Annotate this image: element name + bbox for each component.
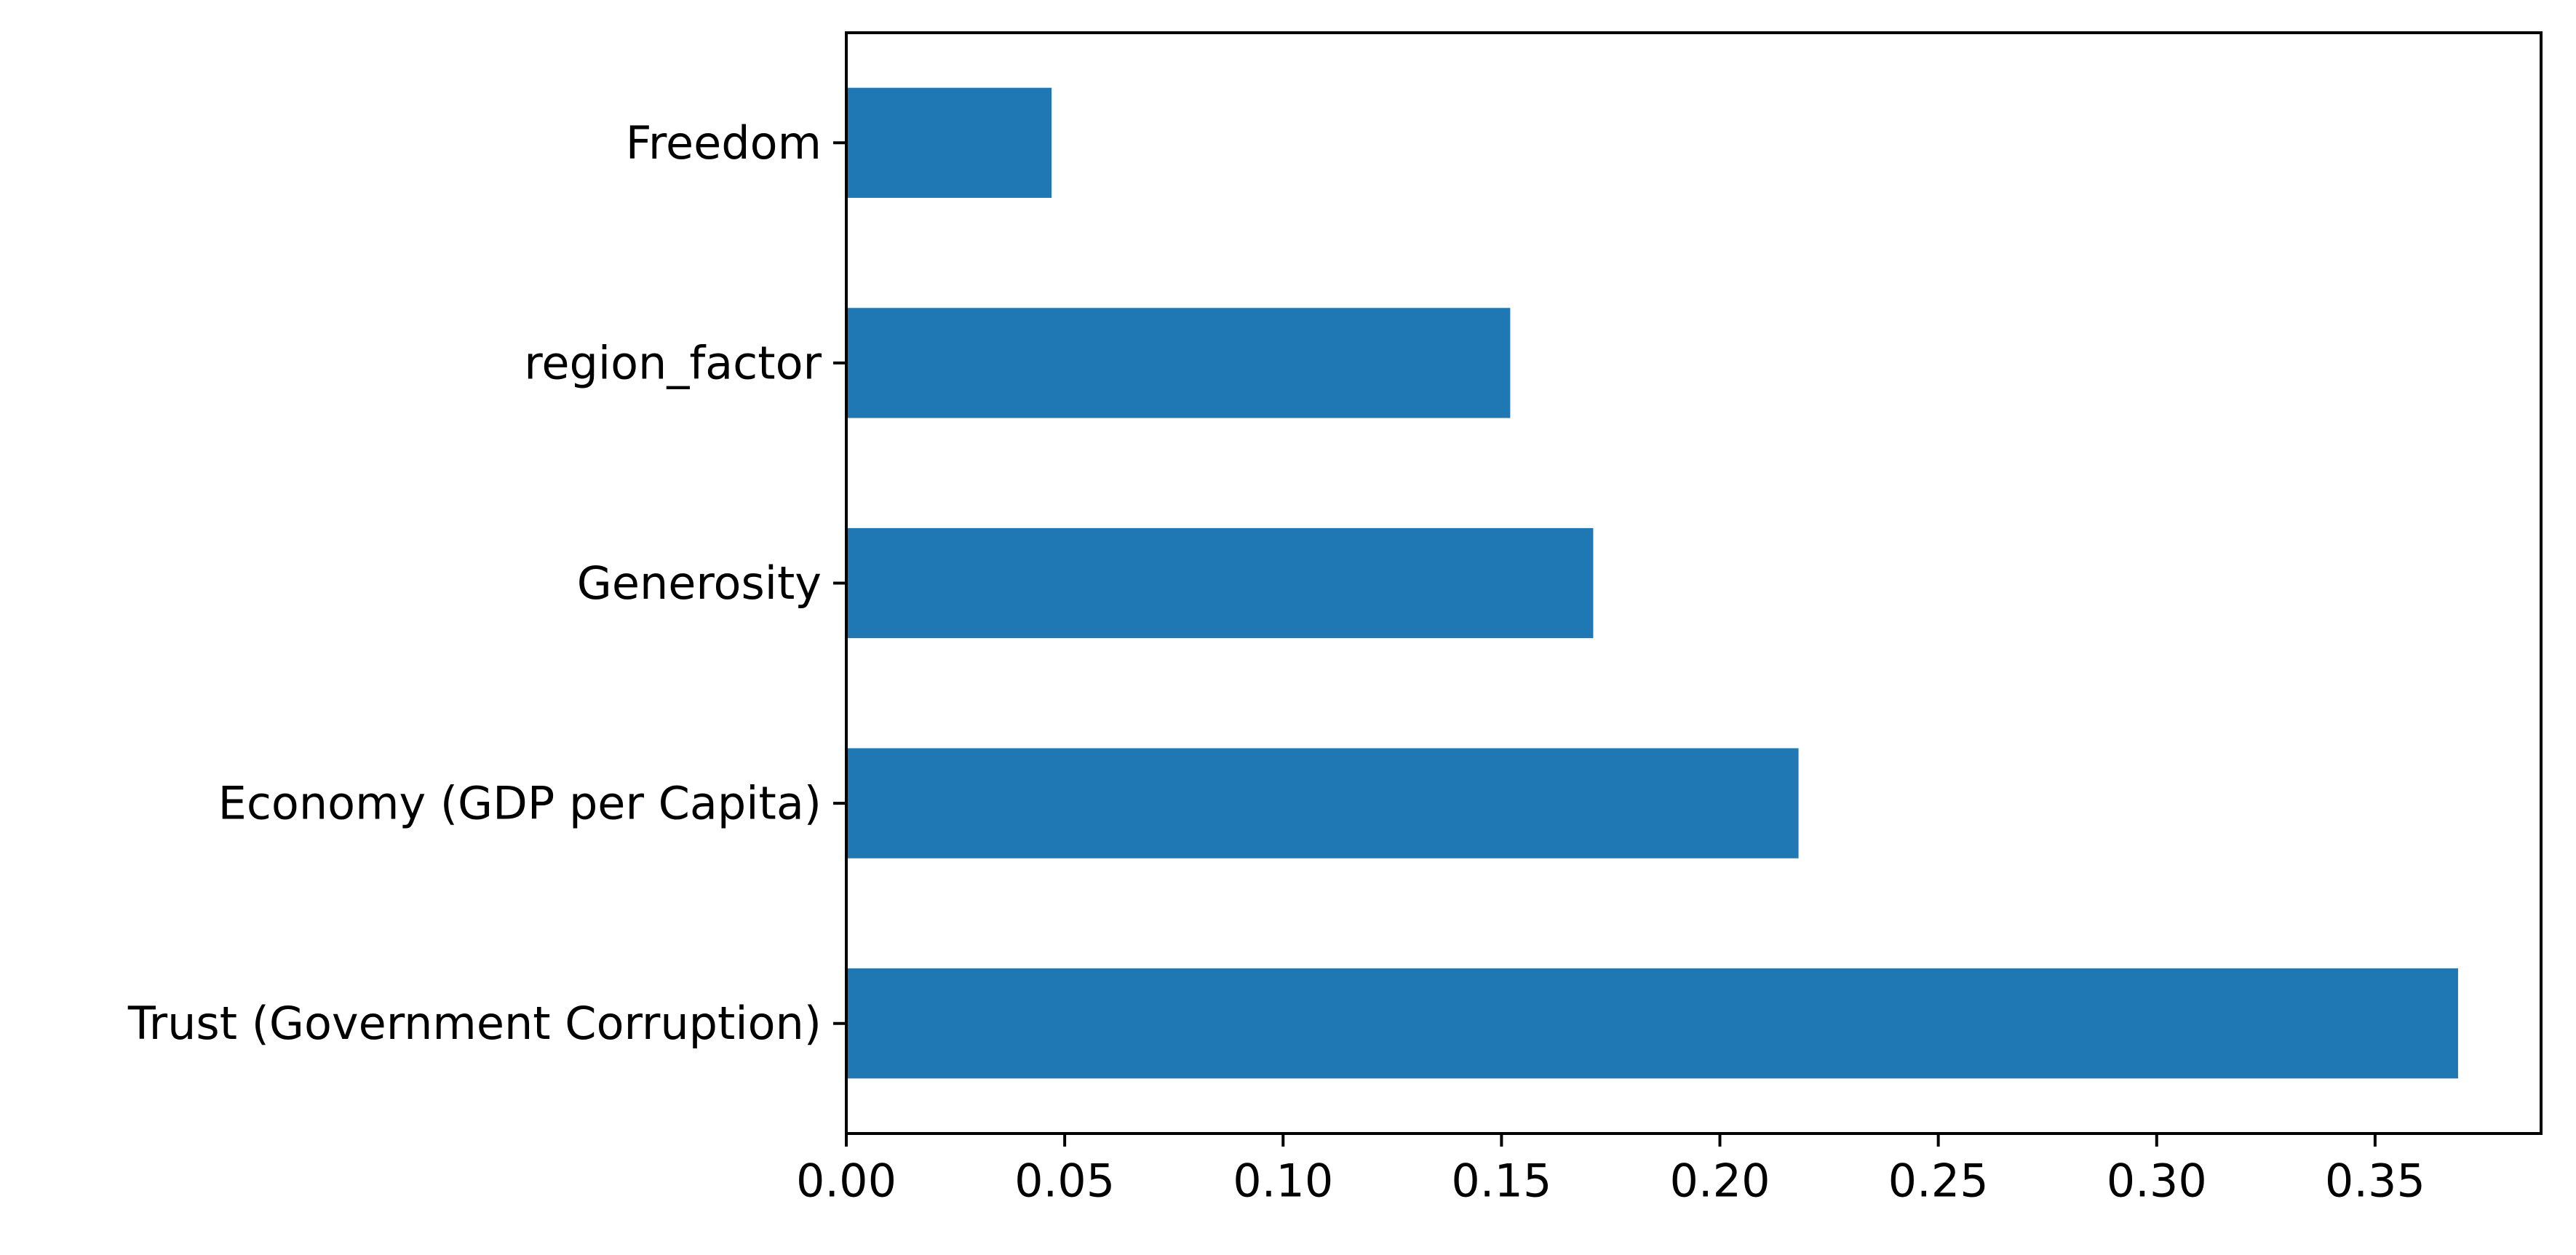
y-tick-label: Freedom [626,116,822,170]
x-tick-label: 0.00 [796,1154,897,1207]
x-tick-label: 0.15 [1451,1154,1551,1207]
y-tick-label: region_factor [524,336,822,389]
y-tick-label: Economy (GDP per Capita) [218,777,822,830]
x-tick-label: 0.35 [2325,1154,2425,1207]
x-axis: 0.00 0.05 0.10 0.15 0.20 0.25 0.30 0.35 [796,1134,2425,1207]
bar-group [846,87,2458,1079]
bar-economy-gdp-per-capita [846,748,1799,858]
x-tick-label: 0.10 [1233,1154,1333,1207]
bar-generosity [846,527,1594,639]
x-tick-label: 0.20 [1669,1154,1770,1207]
bar-freedom [846,87,1052,198]
x-tick-label: 0.30 [2107,1154,2207,1207]
bar-trust-government-corruption [846,968,2458,1079]
x-tick-label: 0.25 [1888,1154,1989,1207]
bar-region-factor [846,308,1511,418]
y-axis: Trust (Government Corruption) Economy (GD… [127,116,846,1050]
y-tick-label: Trust (Government Corruption) [127,997,822,1050]
x-tick-label: 0.05 [1014,1154,1115,1207]
y-tick-label: Generosity [577,557,822,610]
